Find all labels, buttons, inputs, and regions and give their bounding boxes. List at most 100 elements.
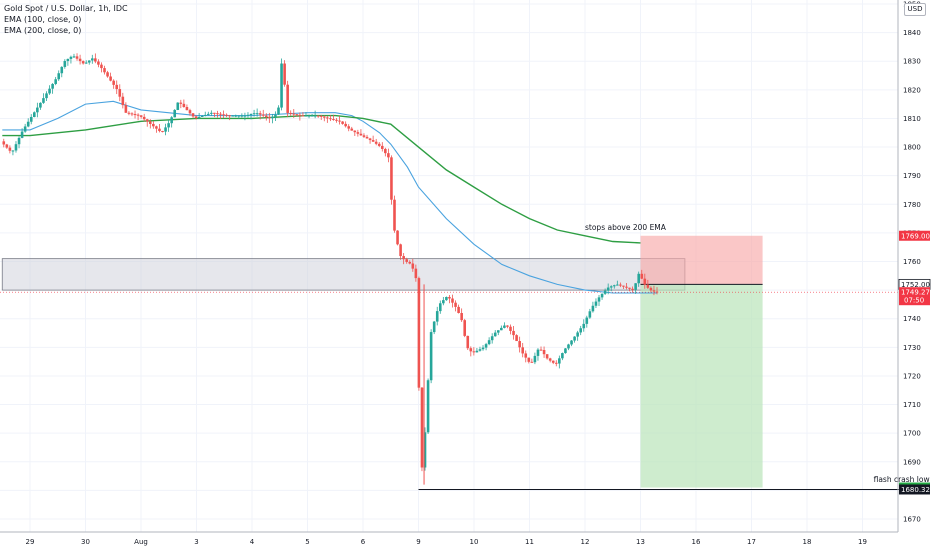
currency-badge[interactable]: USD: [904, 3, 926, 16]
candle-body: [332, 119, 335, 121]
legend-ema100: EMA (100, close, 0): [4, 15, 82, 24]
candle-body: [133, 114, 137, 116]
candle-body: [359, 133, 363, 136]
candle-body: [66, 58, 70, 62]
candle-body: [487, 340, 491, 345]
candle-body: [512, 330, 515, 336]
candle-body: [408, 261, 412, 264]
x-tick-label: Aug: [134, 538, 148, 546]
candle-body: [548, 358, 552, 361]
candle-body: [402, 256, 405, 260]
candle-body: [90, 58, 94, 61]
candle-body: [396, 230, 399, 245]
candle-body: [45, 93, 48, 99]
ema200-line: [2, 114, 641, 244]
candle-body: [500, 327, 503, 331]
candle-body: [423, 432, 427, 468]
price-label-value: 1769.00: [901, 232, 930, 240]
candle-body: [643, 278, 647, 285]
candle-body: [292, 113, 296, 115]
price-label-value: 1680.32: [901, 486, 930, 494]
candle-body: [316, 115, 320, 117]
candle-body: [496, 330, 500, 333]
candle-body: [145, 119, 149, 122]
candle-body: [197, 117, 201, 119]
candle-body: [475, 350, 479, 353]
x-tick-label: 29: [26, 538, 35, 546]
candle-body: [42, 98, 45, 103]
candle-body: [148, 121, 152, 124]
candle-body: [606, 287, 610, 291]
price-label-box: [899, 484, 930, 495]
stop-loss-zone: [640, 235, 763, 285]
candle-body: [539, 349, 543, 351]
candle-body: [374, 141, 378, 144]
candle-body: [139, 115, 143, 117]
candle-body: [188, 110, 192, 114]
candle-body: [481, 347, 485, 350]
candle-body: [280, 63, 283, 108]
candle-body: [252, 113, 256, 115]
candle-body: [51, 83, 54, 89]
candle-body: [387, 153, 390, 158]
ema-lines: [2, 100, 658, 294]
x-tick-label: 13: [636, 538, 645, 546]
candle-body: [469, 348, 473, 352]
candle-body: [570, 340, 573, 345]
candle-body: [347, 126, 351, 129]
candle-body: [646, 284, 650, 288]
candle-body: [466, 335, 470, 349]
candle-body: [167, 123, 170, 128]
candle-body: [258, 113, 262, 115]
candle-body: [11, 150, 15, 152]
candle-body: [182, 103, 186, 107]
candle-body: [582, 323, 586, 329]
candle-body: [356, 132, 360, 134]
annotation-stops: stops above 200 EMA: [585, 223, 667, 232]
candle-body: [17, 137, 21, 145]
y-tick-label: 1790: [903, 172, 921, 180]
candle-body: [54, 79, 57, 84]
candle-body: [585, 317, 589, 324]
y-tick-label: 1800: [903, 144, 921, 152]
candle-body: [237, 115, 241, 117]
candle-body: [625, 286, 628, 288]
candle-body: [567, 344, 570, 349]
candle-body: [451, 298, 454, 303]
y-tick-label: 1670: [903, 516, 921, 524]
candle-body: [48, 88, 51, 94]
candle-body: [558, 358, 561, 364]
candle-body: [304, 115, 308, 117]
candle-body: [264, 115, 268, 117]
candle-body: [561, 353, 564, 359]
candle-body: [2, 141, 6, 145]
candle-body: [295, 114, 299, 116]
candle-body: [158, 128, 161, 132]
candle-body: [127, 112, 131, 114]
candle-body: [612, 285, 616, 287]
y-tick-label: 1690: [903, 458, 921, 466]
x-tick-label: 3: [194, 538, 198, 546]
candle-body: [350, 128, 354, 131]
candle-body: [353, 130, 357, 133]
candle-body: [435, 311, 439, 322]
candle-body: [115, 84, 119, 90]
candle-body: [655, 291, 659, 293]
candle-body: [155, 126, 158, 129]
price-label-value: 1749.27: [901, 289, 930, 297]
candle-body: [649, 287, 653, 291]
candle-body: [307, 115, 311, 117]
candle-body: [164, 127, 167, 132]
candle-body: [521, 347, 525, 354]
candle-body: [206, 113, 210, 115]
y-tick-label: 1840: [903, 29, 921, 37]
candle-body: [222, 114, 225, 116]
candle-body: [432, 321, 436, 333]
candle-body: [106, 72, 109, 77]
candle-body: [463, 320, 467, 336]
candle-body: [63, 61, 67, 67]
price-label-value: 1752.00: [901, 281, 930, 289]
candle-body: [5, 144, 9, 148]
